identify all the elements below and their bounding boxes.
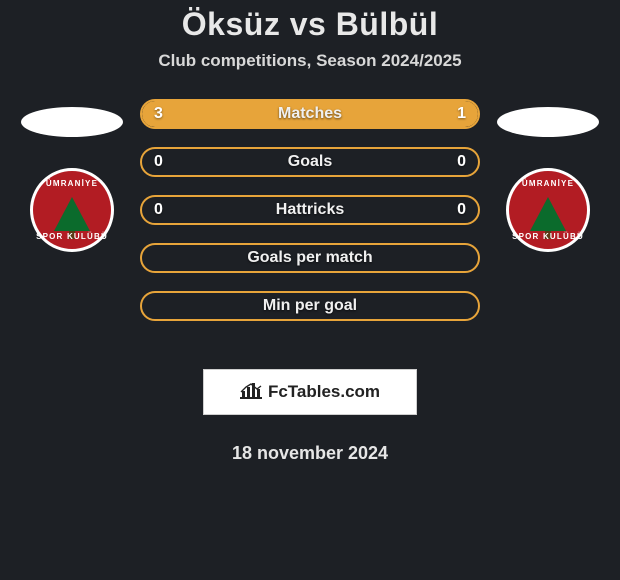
stat-label: Matches [278, 105, 342, 123]
player-right-column: ÜMRANİYE SPOR KULÜBÜ [494, 99, 602, 253]
stat-value-right: 0 [457, 201, 466, 219]
stat-row: 0 0 Goals [140, 147, 480, 177]
player-right-avatar-placeholder [497, 107, 599, 137]
stat-label: Min per goal [263, 297, 357, 315]
player-left-avatar-placeholder [21, 107, 123, 137]
stat-row: Goals per match [140, 243, 480, 273]
date-line: 18 november 2024 [232, 443, 388, 464]
page-subtitle: Club competitions, Season 2024/2025 [0, 51, 620, 71]
stat-value-left: 0 [154, 201, 163, 219]
stat-value-left: 3 [154, 105, 163, 123]
brand-box: FcTables.com [203, 369, 417, 415]
stat-row: 0 0 Hattricks [140, 195, 480, 225]
club-badge-right: ÜMRANİYE SPOR KULÜBÜ [499, 167, 597, 253]
stat-value-right: 0 [457, 153, 466, 171]
stats-column: 3 1 Matches 0 0 Goals 0 0 Hattricks Goals per mat… [136, 99, 484, 464]
stat-row: Min per goal [140, 291, 480, 321]
player-left-column: ÜMRANİYE SPOR KULÜBÜ [18, 99, 126, 253]
stat-row: 3 1 Matches [140, 99, 480, 129]
chart-bars-icon [240, 381, 262, 404]
brand-text: FcTables.com [268, 382, 380, 402]
club-badge-left: ÜMRANİYE SPOR KULÜBÜ [23, 167, 121, 253]
stat-value-right: 1 [457, 105, 466, 123]
comparison-area: ÜMRANİYE SPOR KULÜBÜ 3 1 Matches 0 0 Goals 0 0 H… [0, 99, 620, 464]
stat-label: Goals [288, 153, 332, 171]
page-title: Öksüz vs Bülbül [0, 6, 620, 43]
stat-bar-left [142, 101, 394, 127]
stat-label: Hattricks [276, 201, 344, 219]
stat-label: Goals per match [247, 249, 372, 267]
stat-value-left: 0 [154, 153, 163, 171]
